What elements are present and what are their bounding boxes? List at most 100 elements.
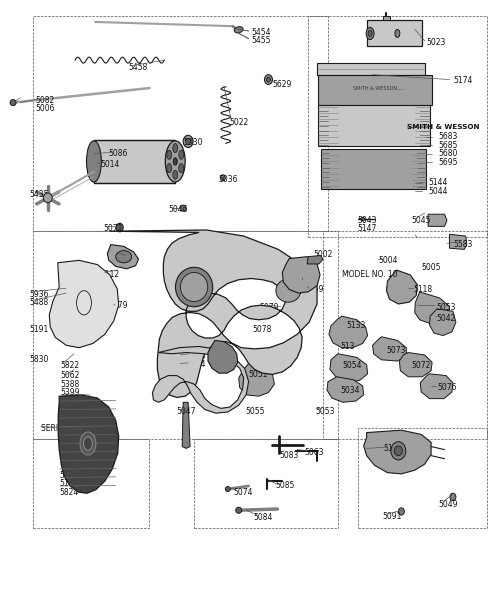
- Ellipse shape: [220, 174, 226, 181]
- Ellipse shape: [264, 75, 272, 85]
- Text: 5014: 5014: [100, 160, 119, 169]
- Polygon shape: [364, 430, 431, 474]
- Polygon shape: [450, 234, 467, 249]
- Text: 5082: 5082: [36, 95, 54, 105]
- Polygon shape: [327, 377, 364, 402]
- Text: 5683: 5683: [438, 132, 458, 141]
- Text: 5174: 5174: [453, 76, 472, 85]
- Text: 5043: 5043: [358, 216, 377, 225]
- Text: 5006: 5006: [36, 104, 55, 113]
- Text: 5192: 5192: [59, 479, 78, 488]
- Ellipse shape: [391, 441, 406, 460]
- Text: 5004: 5004: [378, 256, 398, 265]
- Text: 5051: 5051: [248, 370, 268, 379]
- Text: 5685: 5685: [438, 140, 458, 150]
- Text: 5030: 5030: [183, 138, 203, 147]
- Ellipse shape: [366, 27, 374, 40]
- Text: 5073: 5073: [386, 345, 406, 354]
- Text: 5002: 5002: [313, 250, 332, 259]
- Ellipse shape: [180, 272, 208, 302]
- Text: 5144: 5144: [428, 178, 448, 187]
- Ellipse shape: [174, 158, 177, 165]
- Text: 5055: 5055: [246, 407, 265, 416]
- Ellipse shape: [116, 250, 132, 263]
- Ellipse shape: [266, 77, 270, 82]
- Text: 5936: 5936: [30, 290, 49, 299]
- Text: 5458: 5458: [128, 63, 148, 72]
- Ellipse shape: [236, 507, 242, 513]
- Text: 5395: 5395: [60, 413, 80, 423]
- Ellipse shape: [179, 164, 184, 173]
- Ellipse shape: [10, 100, 16, 106]
- Text: 5435: 5435: [30, 190, 49, 199]
- Text: 5062: 5062: [60, 371, 80, 380]
- Text: 5022: 5022: [230, 117, 249, 126]
- Polygon shape: [430, 309, 456, 336]
- Text: 5042: 5042: [436, 314, 456, 323]
- Text: 5023: 5023: [426, 38, 446, 47]
- Ellipse shape: [84, 437, 92, 450]
- Polygon shape: [384, 16, 390, 20]
- Text: 5083: 5083: [280, 451, 298, 460]
- Text: 5455: 5455: [251, 36, 270, 45]
- Text: MODEL NO. 10: MODEL NO. 10: [342, 270, 398, 279]
- Text: 5064: 5064: [186, 360, 206, 369]
- Polygon shape: [329, 316, 368, 348]
- Text: 5112: 5112: [100, 271, 119, 280]
- Text: 5071: 5071: [104, 224, 123, 233]
- Ellipse shape: [173, 170, 178, 179]
- Text: 5034: 5034: [341, 385, 360, 395]
- Text: 5133: 5133: [347, 322, 366, 330]
- Ellipse shape: [166, 141, 185, 182]
- Text: 5488: 5488: [30, 299, 48, 307]
- Ellipse shape: [173, 143, 178, 153]
- Text: 5063: 5063: [304, 447, 324, 457]
- Text: 5053: 5053: [315, 407, 334, 416]
- Text: 5074: 5074: [234, 488, 253, 497]
- Text: 5367: 5367: [295, 275, 314, 284]
- Text: 5399: 5399: [60, 388, 80, 397]
- Polygon shape: [58, 395, 118, 493]
- Text: 5680: 5680: [438, 149, 458, 158]
- Polygon shape: [317, 63, 424, 75]
- Text: 5044: 5044: [428, 187, 448, 196]
- Text: 5388: 5388: [60, 379, 80, 389]
- Ellipse shape: [178, 351, 182, 357]
- Text: 5036: 5036: [218, 174, 238, 184]
- Text: 5375: 5375: [60, 405, 80, 414]
- Text: 5054: 5054: [343, 361, 362, 370]
- Text: 5086: 5086: [109, 149, 128, 158]
- Ellipse shape: [166, 164, 172, 173]
- Text: 5049: 5049: [438, 500, 458, 509]
- Text: 5454: 5454: [251, 28, 270, 36]
- Ellipse shape: [234, 27, 243, 33]
- Ellipse shape: [394, 446, 402, 455]
- Text: 5084: 5084: [254, 513, 273, 522]
- Ellipse shape: [276, 279, 300, 302]
- Text: 5091: 5091: [382, 512, 402, 521]
- Ellipse shape: [183, 136, 193, 148]
- Text: 5047: 5047: [176, 407, 196, 416]
- Text: 5076: 5076: [437, 383, 456, 392]
- Polygon shape: [428, 214, 447, 226]
- Text: 5583: 5583: [453, 240, 472, 249]
- Text: 5585: 5585: [114, 250, 133, 259]
- Text: 5085: 5085: [276, 482, 295, 491]
- Text: 5147: 5147: [358, 224, 377, 233]
- Polygon shape: [182, 402, 190, 448]
- Polygon shape: [307, 255, 323, 264]
- Text: 5045: 5045: [412, 216, 431, 225]
- Ellipse shape: [450, 493, 456, 500]
- Text: 5191: 5191: [30, 325, 48, 334]
- Text: 5413: 5413: [60, 396, 80, 406]
- Ellipse shape: [166, 150, 172, 159]
- Text: 5072: 5072: [412, 361, 430, 370]
- Ellipse shape: [398, 508, 404, 515]
- Text: 5005: 5005: [421, 263, 440, 272]
- Ellipse shape: [226, 486, 230, 491]
- Text: 5078: 5078: [252, 325, 272, 334]
- Ellipse shape: [178, 359, 182, 365]
- Polygon shape: [50, 260, 118, 348]
- Ellipse shape: [176, 268, 212, 306]
- Text: 5129: 5129: [384, 444, 402, 453]
